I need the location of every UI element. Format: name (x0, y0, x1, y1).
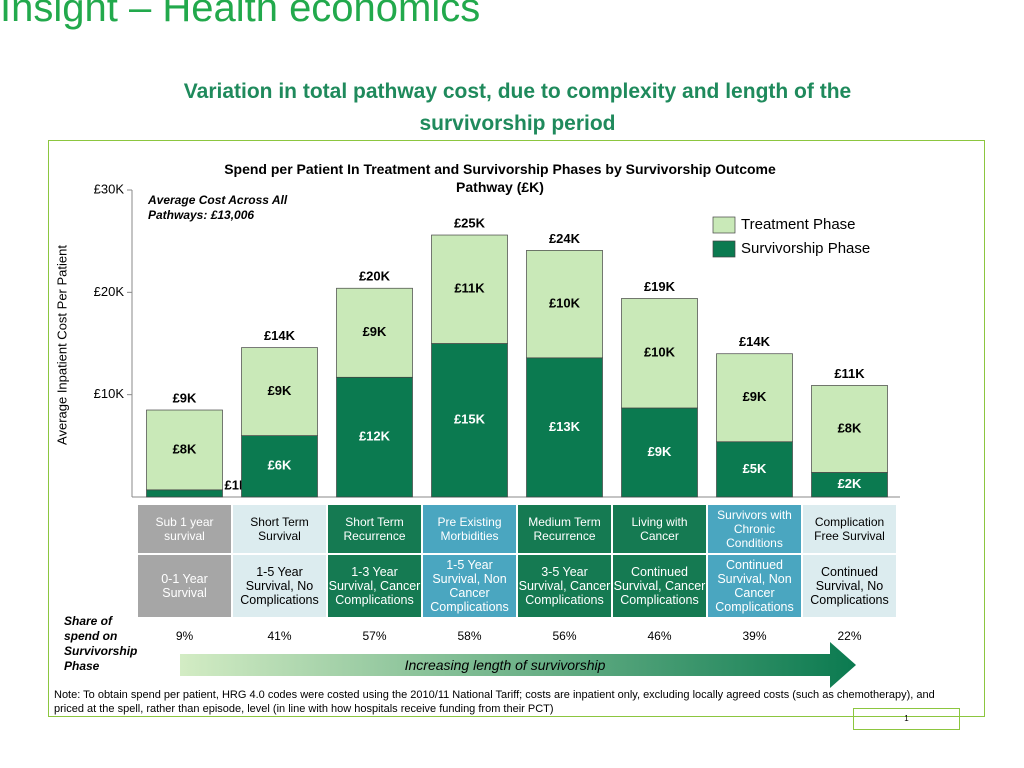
chart-title: Spend per Patient In Treatment and Survi… (224, 161, 776, 195)
total-label: £19K (644, 279, 676, 294)
subtitle: Variation in total pathway cost, due to … (183, 80, 852, 135)
table-description-cell: 1-5 Year Survival, No Complications (232, 554, 327, 618)
value-label: £9K (648, 444, 672, 459)
value-label: £5K (743, 461, 767, 476)
bar-segment (716, 441, 793, 498)
total-label: £25K (454, 215, 486, 230)
value-label: £2K (838, 476, 862, 491)
bar-segment (336, 287, 413, 378)
legend-label: Survivorship Phase (741, 240, 870, 257)
total-label: £11K (834, 366, 865, 381)
bar-segment (431, 343, 508, 498)
frame (48, 140, 985, 717)
y-tick-label: £10K (94, 386, 125, 401)
slide-title: Insight – Health economics (0, 0, 481, 30)
bar-segment (526, 250, 603, 359)
table-header-cell: Survivors with Chronic Conditions (707, 504, 802, 554)
y-axis-label: Average Inpatient Cost Per Patient (54, 245, 70, 445)
table-description-cell: Continued Survival, Non Cancer Complicat… (707, 554, 802, 618)
bar-segment (811, 385, 888, 473)
value-label: £11K (454, 281, 485, 296)
annotation: Average Cost Across All Pathways: £13,00… (148, 193, 288, 222)
bar-segment (336, 376, 413, 498)
bar-segment (241, 347, 318, 436)
value-label: £9K (363, 324, 387, 339)
bar-segment (431, 234, 508, 344)
share-value: 56% (552, 629, 577, 643)
table-header-cell: Sub 1 year survival (137, 504, 232, 554)
arrow (180, 642, 856, 688)
bar-segment (621, 407, 698, 498)
total-label: £14K (739, 334, 771, 349)
value-label: £13K (549, 419, 581, 434)
bar-segment (811, 472, 888, 498)
value-label: £9K (268, 383, 292, 398)
legend-swatch (712, 240, 736, 258)
value-label: £12K (359, 429, 391, 444)
table-header-cell: Short Term Survival (232, 504, 327, 554)
total-label: £20K (359, 269, 391, 284)
table-header-cell: Living with Cancer (612, 504, 707, 554)
share-value: 9% (175, 629, 194, 643)
y-tick-label: £30K (94, 181, 125, 196)
page-number: 1 (853, 708, 960, 730)
table-description-cell: Continued Survival, No Complications (802, 554, 897, 618)
table-description-cell: 0-1 Year Survival (137, 554, 232, 618)
value-label: £8K (173, 441, 197, 456)
y-tick-label: £20K (94, 284, 125, 299)
bar-segment (146, 409, 223, 491)
arrow-label: Increasing length of survivorship (404, 657, 606, 673)
share-value: 46% (647, 629, 672, 643)
note: Note: To obtain spend per patient, HRG 4… (54, 689, 935, 715)
table-description-cell: 1-5 Year Survival, Non Cancer Complicati… (422, 554, 517, 618)
total-label: £24K (549, 231, 581, 246)
legend-label: Treatment Phase (741, 216, 856, 233)
value-label: £6K (268, 458, 292, 473)
share-value: 39% (742, 629, 767, 643)
share-value: 22% (837, 629, 862, 643)
value-label: £9K (743, 389, 767, 404)
table-description-cell: 1-3 Year Survival, Cancer Complications (327, 554, 422, 618)
share-label: Share of spend on Survivorship Phase (64, 614, 138, 673)
total-label: £14K (264, 328, 296, 343)
bar-segment (526, 357, 603, 498)
table-header-cell: Short Term Recurrence (327, 504, 422, 554)
table-header-cell: Medium Term Recurrence (517, 504, 612, 554)
share-value: 57% (362, 629, 387, 643)
share-value: 58% (457, 629, 482, 643)
total-label: £9K (173, 390, 197, 405)
value-label: £10K (644, 345, 676, 360)
value-label: £10K (549, 296, 581, 311)
share-value: 41% (267, 629, 292, 643)
bar-segment (716, 353, 793, 443)
legend-swatch (712, 216, 736, 234)
table-header-cell: Pre Existing Morbidities (422, 504, 517, 554)
table-description-cell: Continued Survival, Cancer Complications (612, 554, 707, 618)
value-label: £8K (838, 420, 862, 435)
bar-segment (621, 298, 698, 409)
table-header-cell: Complication Free Survival (802, 504, 897, 554)
value-label: £15K (454, 412, 486, 427)
bar-segment (146, 489, 223, 498)
table-description-cell: 3-5 Year Survival, Cancer Complications (517, 554, 612, 618)
